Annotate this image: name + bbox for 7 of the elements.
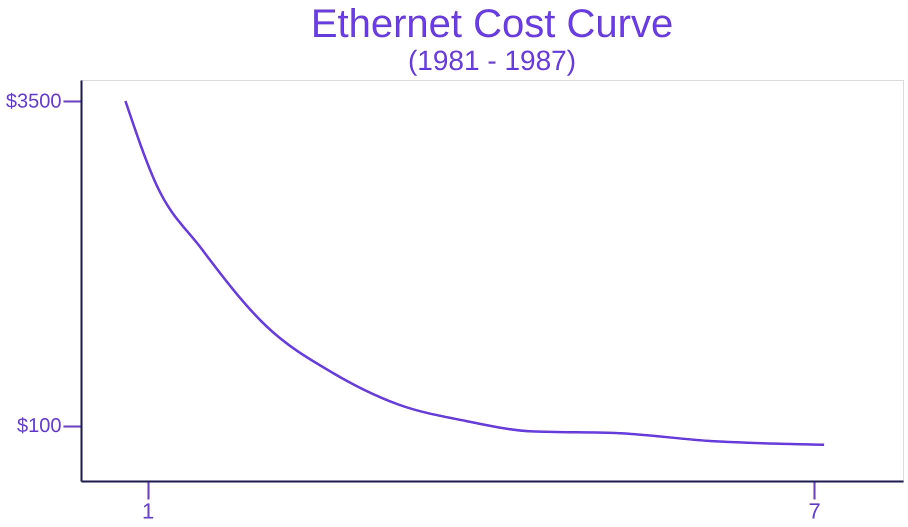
chart-title: Ethernet Cost Curve — [310, 2, 674, 46]
x-tick-label: 7 — [808, 498, 821, 524]
y-tick-label: $3500 — [6, 90, 62, 113]
line-series — [124, 100, 826, 446]
y-tick-label: $100 — [17, 415, 62, 438]
x-tick-label: 1 — [142, 498, 154, 524]
chart-subtitle: (1981 - 1987) — [408, 45, 576, 76]
